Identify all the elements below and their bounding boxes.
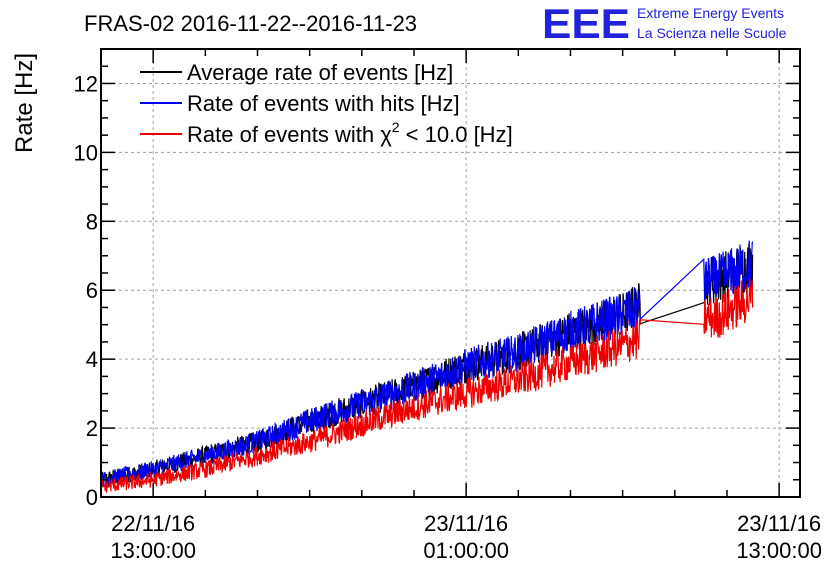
legend-label: Average rate of events [Hz]: [187, 60, 453, 85]
y-tick-label: 0: [86, 485, 98, 510]
series-hits-line: [100, 240, 754, 487]
x-tick-date: 22/11/16: [111, 511, 195, 536]
chart-title: FRAS-02 2016-11-22--2016-11-23: [84, 11, 417, 36]
eee-logo: EEE Extreme Energy Events La Scienza nel…: [542, 0, 787, 47]
y-tick-label: 4: [86, 347, 98, 372]
plot-frame: [100, 48, 801, 498]
grid: [101, 49, 800, 497]
legend: Average rate of events [Hz] Rate of event…: [140, 60, 513, 147]
y-tick-label: 8: [86, 209, 98, 234]
x-tick-time: 13:00:00: [110, 538, 196, 563]
y-tick-label: 12: [74, 71, 98, 96]
eee-logo-line1: Extreme Energy Events: [637, 5, 784, 21]
x-tick-date: 23/11/16: [424, 511, 508, 536]
eee-logo-line2: La Scienza nelle Scuole: [637, 25, 787, 41]
series-chi2-line: [100, 278, 754, 493]
x-tick-date: 23/11/16: [737, 511, 821, 536]
x-tick-time: 01:00:00: [423, 538, 509, 563]
y-tick-label: 2: [86, 416, 98, 441]
x-tick-time: 13:00:00: [736, 538, 822, 563]
eee-logo-mark: EEE: [542, 0, 630, 47]
legend-label: Rate of events with χ2 < 10.0 [Hz]: [187, 119, 513, 147]
series-group: [100, 240, 754, 493]
y-tick-label: 6: [86, 278, 98, 303]
y-axis-label: Rate [Hz]: [11, 53, 38, 153]
series-average-line: [100, 243, 754, 485]
axes: [100, 48, 801, 498]
legend-label: Rate of events with hits [Hz]: [187, 91, 460, 116]
y-tick-label: 10: [74, 140, 98, 165]
tick-labels: 02468101222/11/1613:00:0023/11/1601:00:0…: [74, 71, 822, 563]
